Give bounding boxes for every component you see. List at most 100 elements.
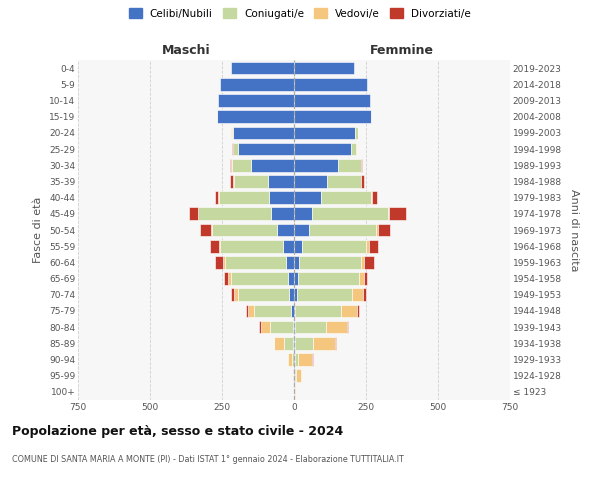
Bar (215, 256, 223, 268)
Bar (295, 321, 326, 334)
Bar (217, 110, 294, 123)
Bar (294, 321, 295, 334)
Bar (302, 240, 366, 252)
Bar (326, 321, 347, 334)
Bar (268, 175, 294, 188)
Bar (338, 159, 361, 172)
Bar (294, 304, 295, 318)
Bar (271, 208, 294, 220)
Bar (295, 353, 298, 366)
Bar (233, 175, 268, 188)
Bar (326, 175, 361, 188)
Bar (312, 208, 388, 220)
Bar (254, 304, 291, 318)
Bar (309, 224, 376, 236)
Bar (294, 272, 298, 285)
Bar (286, 256, 294, 268)
Bar (224, 272, 228, 285)
Bar (361, 175, 364, 188)
Bar (388, 208, 389, 220)
Bar (321, 192, 371, 204)
Bar (232, 126, 233, 139)
Bar (220, 78, 294, 90)
Bar (283, 240, 294, 252)
Bar (359, 272, 364, 285)
Bar (361, 256, 364, 268)
Bar (234, 288, 238, 301)
Bar (295, 370, 296, 382)
Bar (294, 256, 299, 268)
Bar (287, 272, 294, 285)
Bar (233, 142, 238, 156)
Bar (219, 192, 269, 204)
Bar (224, 256, 286, 268)
Bar (289, 288, 294, 301)
Text: Maschi: Maschi (161, 44, 211, 58)
Bar (230, 175, 233, 188)
Bar (351, 142, 356, 156)
Bar (294, 386, 295, 398)
Bar (296, 370, 301, 382)
Bar (251, 159, 294, 172)
Bar (246, 304, 248, 318)
Bar (372, 192, 377, 204)
Bar (294, 240, 302, 252)
Bar (260, 321, 270, 334)
Bar (294, 94, 370, 107)
Bar (294, 192, 321, 204)
Bar (248, 304, 254, 318)
Y-axis label: Anni di nascita: Anni di nascita (569, 188, 578, 271)
Bar (296, 288, 352, 301)
Bar (277, 224, 294, 236)
Bar (231, 288, 234, 301)
Legend: Celibi/Nubili, Coniugati/e, Vedovi/e, Divorziati/e: Celibi/Nubili, Coniugati/e, Vedovi/e, Di… (126, 5, 474, 21)
Bar (288, 353, 292, 366)
Bar (294, 208, 312, 220)
Text: Popolazione per età, sesso e stato civile - 2024: Popolazione per età, sesso e stato civil… (12, 425, 343, 438)
Bar (259, 321, 260, 334)
Bar (230, 159, 231, 172)
Bar (284, 337, 293, 349)
Bar (215, 192, 218, 204)
Bar (361, 159, 362, 172)
Bar (220, 240, 283, 252)
Bar (295, 337, 313, 349)
Bar (228, 272, 230, 285)
Bar (232, 159, 251, 172)
Bar (364, 272, 367, 285)
Bar (299, 256, 361, 268)
Bar (371, 192, 372, 204)
Bar (355, 126, 358, 139)
Bar (291, 304, 294, 318)
Bar (369, 240, 379, 252)
Bar (294, 288, 296, 301)
Bar (294, 62, 354, 74)
Bar (210, 240, 220, 252)
Bar (298, 272, 359, 285)
Bar (389, 208, 406, 220)
Bar (294, 159, 338, 172)
Bar (238, 288, 289, 301)
Bar (358, 304, 359, 318)
Bar (352, 288, 363, 301)
Bar (293, 321, 294, 334)
Bar (292, 353, 294, 366)
Bar (294, 126, 355, 139)
Bar (363, 288, 366, 301)
Bar (212, 224, 277, 236)
Bar (190, 208, 197, 220)
Bar (274, 337, 284, 349)
Bar (238, 142, 294, 156)
Text: COMUNE DI SANTA MARIA A MONTE (PI) - Dati ISTAT 1° gennaio 2024 - Elaborazione T: COMUNE DI SANTA MARIA A MONTE (PI) - Dat… (12, 455, 404, 464)
Bar (376, 224, 377, 236)
Bar (218, 94, 294, 107)
Bar (269, 192, 294, 204)
Bar (294, 110, 371, 123)
Bar (366, 240, 369, 252)
Bar (313, 337, 335, 349)
Bar (298, 353, 312, 366)
Bar (294, 224, 309, 236)
Y-axis label: Fasce di età: Fasce di età (34, 197, 43, 263)
Bar (233, 126, 294, 139)
Bar (364, 256, 374, 268)
